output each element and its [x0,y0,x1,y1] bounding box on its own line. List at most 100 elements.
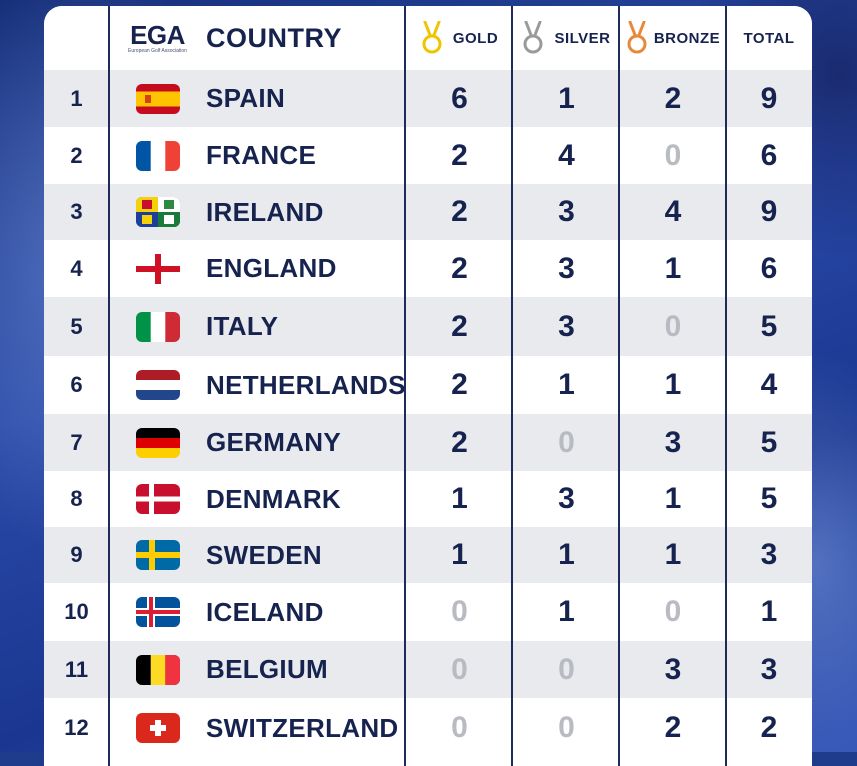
flag-cell [109,698,206,758]
divider [725,6,727,766]
rank-cell: 1 [70,85,83,111]
gold-cell: 1 [451,482,468,515]
flag-cell [109,240,206,297]
gold-cell: 0 [451,595,468,628]
logo: EGA European Golf Association [109,6,206,70]
gold-medal-icon [422,21,442,54]
total-cell: 5 [760,482,778,515]
rank-cell: 2 [70,142,83,168]
country-cell: NETHERLANDS [206,369,406,400]
table-row: 12 SWITZERLAND 0 0 2 2 [44,698,812,758]
total-header: TOTAL [726,6,812,70]
germany-flag-icon [135,427,180,458]
total-cell: 9 [760,195,778,228]
bronze-cell: 1 [664,368,682,401]
table-row: 9 SWEDEN 1 1 1 3 [44,527,812,583]
divider [618,6,620,766]
bronze-cell: 4 [664,195,682,228]
gold-cell: 0 [451,711,468,744]
total-cell: 9 [760,81,778,115]
gold-cell: 0 [451,652,468,686]
spain-flag-icon [135,83,180,114]
flag-cell [109,414,206,471]
table-row: 10 ICELAND 0 1 0 1 [44,583,812,641]
rank-cell: 4 [70,255,83,281]
total-cell: 2 [760,711,778,744]
divider [511,6,513,766]
country-cell: ICELAND [206,596,324,627]
rank-cell: 12 [64,715,89,740]
country-cell: SWITZERLAND [206,712,399,743]
silver-header: SILVER [513,6,620,70]
gold-cell: 1 [451,538,468,571]
bronze-cell: 0 [664,138,682,172]
table-row: 5 ITALY 2 3 0 5 [44,297,812,356]
bronze-cell: 1 [664,482,682,515]
silver-cell: 1 [558,595,575,628]
flag-cell [109,127,206,184]
bronze-cell: 1 [664,538,682,571]
gold-cell: 2 [451,425,468,459]
rank-cell: 6 [70,372,83,397]
logo-text: EGA [130,19,185,50]
switzerland-flag-icon [135,713,180,743]
total-cell: 1 [760,595,778,628]
bronze-header: BRONZE [620,6,726,70]
rank-cell: 7 [70,429,83,455]
bronze-cell: 3 [664,425,682,459]
flag-cell [109,184,206,240]
silver-cell: 0 [558,425,575,459]
gold-cell: 2 [451,309,468,343]
gold-cell: 2 [451,138,468,172]
flag-cell [109,356,206,414]
total-header-label: TOTAL [743,29,795,47]
country-header: COUNTRY [206,6,406,70]
silver-cell: 3 [558,251,575,285]
table-header: EGA European Golf Association COUNTRY GO… [44,6,812,70]
france-flag-icon [135,140,180,171]
silver-cell: 4 [558,138,575,172]
table-row: 4 ENGLAND 2 3 1 6 [44,240,812,297]
divider [108,6,110,766]
total-cell: 5 [760,309,778,343]
country-cell: SPAIN [206,83,286,113]
silver-cell: 1 [558,368,575,401]
flag-cell [109,297,206,356]
silver-cell: 3 [558,195,575,228]
gold-cell: 2 [451,368,468,401]
table-row: 1 SPAIN 6 1 2 9 [44,70,812,127]
rank-cell: 9 [70,542,83,567]
total-cell: 3 [760,538,778,571]
divider [404,6,406,766]
total-cell: 5 [760,425,778,459]
rank-cell: 5 [70,313,83,339]
country-cell: BELGIUM [206,654,328,684]
silver-cell: 1 [558,538,575,571]
rank-cell: 3 [70,199,83,224]
silver-cell: 0 [558,652,575,686]
bronze-cell: 0 [664,595,682,628]
country-cell: SWEDEN [206,539,322,570]
ireland-flag-icon [135,197,180,227]
total-cell: 4 [760,368,778,401]
gold-header-label: GOLD [452,29,499,47]
medal-table: EGA European Golf Association COUNTRY GO… [44,6,812,766]
silver-cell: 3 [558,309,575,343]
flag-cell [109,527,206,583]
country-cell: IRELAND [206,196,324,227]
silver-cell: 1 [558,81,575,115]
netherlands-flag-icon [135,370,180,400]
bronze-medal-icon [627,21,647,54]
bronze-cell: 0 [664,309,682,343]
iceland-flag-icon [135,597,180,627]
denmark-flag-icon [135,484,180,514]
italy-flag-icon [135,311,180,342]
sweden-flag-icon [135,540,180,570]
silver-cell: 3 [558,482,575,515]
total-cell: 6 [760,138,778,172]
bronze-cell: 2 [664,81,682,115]
table-row: 2 FRANCE 2 4 0 6 [44,127,812,184]
rank-header [44,6,109,70]
table-row: 7 GERMANY 2 0 3 5 [44,414,812,471]
silver-cell: 0 [558,711,575,744]
